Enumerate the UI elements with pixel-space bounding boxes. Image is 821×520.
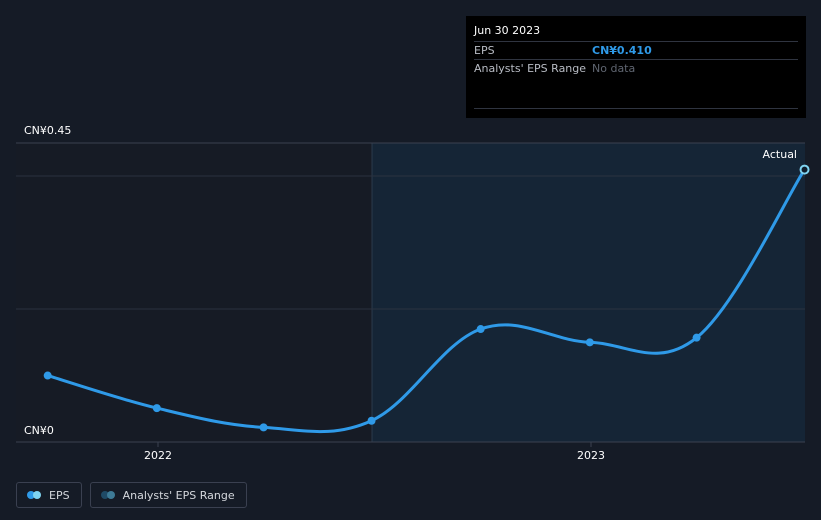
actual-label: Actual — [763, 148, 797, 161]
tooltip-date: Jun 30 2023 — [474, 24, 541, 37]
eps-legend-icon — [27, 491, 41, 499]
tooltip: Jun 30 2023 EPS CN¥0.410 Analysts' EPS R… — [466, 16, 806, 118]
tooltip-eps-row: EPS CN¥0.410 — [474, 41, 798, 59]
tooltip-range-value: No data — [592, 62, 636, 75]
x-tick-label-2023: 2023 — [577, 449, 605, 462]
legend-eps-label: EPS — [49, 488, 70, 502]
eps-data-point-8[interactable] — [799, 164, 810, 175]
tooltip-eps-value: CN¥0.410 — [592, 44, 652, 57]
tooltip-range-row: Analysts' EPS Range No data — [474, 59, 798, 77]
eps-data-point-2[interactable] — [152, 404, 161, 413]
tooltip-divider — [474, 108, 798, 109]
tooltip-range-label: Analysts' EPS Range — [474, 62, 587, 75]
x-tick-label-2022: 2022 — [144, 449, 172, 462]
legend-range-label: Analysts' EPS Range — [122, 488, 235, 502]
tooltip-eps-label: EPS — [474, 44, 495, 57]
eps-data-points — [43, 164, 810, 432]
actual-region — [372, 143, 805, 442]
eps-data-point-1[interactable] — [43, 371, 52, 380]
eps-data-point-6[interactable] — [585, 338, 594, 347]
y-tick-label-top: CN¥0.45 — [24, 124, 71, 137]
eps-data-point-3[interactable] — [259, 423, 268, 432]
legend-eps[interactable]: EPS — [16, 482, 82, 508]
eps-data-point-7[interactable] — [692, 333, 701, 342]
eps-data-point-5[interactable] — [476, 325, 485, 334]
legend-analysts-range[interactable]: Analysts' EPS Range — [89, 482, 247, 508]
legend: EPS Analysts' EPS Range — [16, 482, 247, 508]
range-legend-icon — [100, 491, 115, 499]
y-tick-label-bottom: CN¥0 — [24, 424, 54, 437]
past-region — [16, 143, 372, 442]
eps-data-point-4[interactable] — [367, 416, 376, 425]
